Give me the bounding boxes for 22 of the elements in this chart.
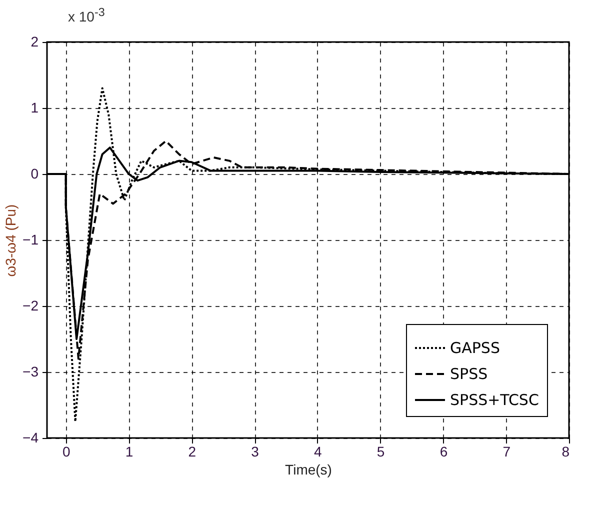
y-tick-label: 2: [30, 34, 39, 50]
y-tick-label: −4: [22, 430, 39, 446]
x-tick-label: 7: [502, 444, 511, 460]
x-tick-label: 5: [376, 444, 385, 460]
y-tick-label: 0: [30, 166, 39, 182]
x-tick-label: 1: [125, 444, 134, 460]
x-tick-label: 8: [562, 444, 570, 460]
x-tick-label: 6: [440, 444, 448, 460]
x-tick-label: 2: [188, 444, 196, 460]
y-tick-label: −2: [22, 298, 39, 314]
y-tick-label: −3: [22, 364, 39, 380]
x-tick-label: 4: [314, 444, 322, 460]
x-tick-label: 0: [62, 444, 70, 460]
x-axis-title: Time(s): [285, 462, 332, 478]
legend-label: SPSS: [450, 365, 488, 383]
text: x 10$^{-3}$: [68, 6, 105, 25]
y-tick-label: 1: [30, 100, 39, 116]
y-axis-title: ω3-ω4 (Pu): [2, 204, 19, 277]
x-tick-label: 3: [251, 444, 260, 460]
y-tick-label: −1: [22, 232, 39, 248]
legend-label: GAPSS: [450, 339, 500, 357]
legend-label: SPSS+TCSC: [450, 391, 539, 409]
